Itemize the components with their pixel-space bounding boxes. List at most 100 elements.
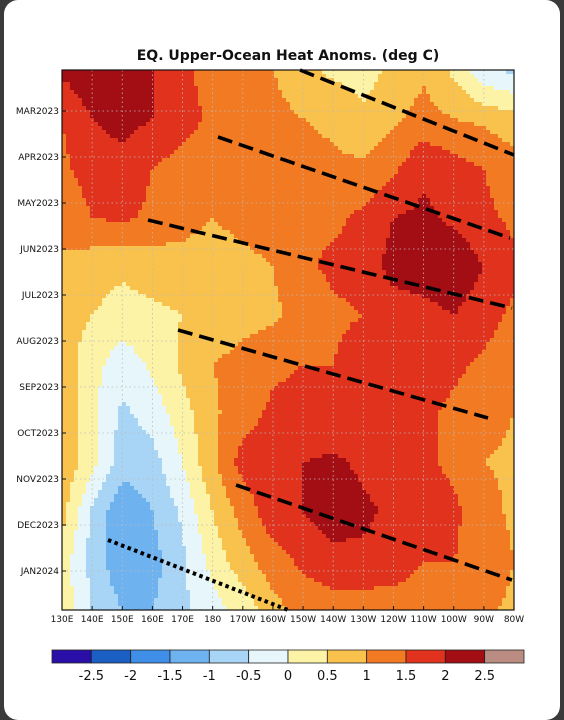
heat-cell (206, 234, 211, 239)
heat-cell (198, 238, 203, 243)
heat-cell (186, 110, 191, 115)
heat-cell (166, 122, 171, 127)
heat-cell (294, 78, 299, 83)
heat-cell (126, 158, 131, 163)
heat-cell (454, 126, 459, 131)
heat-cell (194, 74, 199, 79)
heat-cell (510, 94, 515, 99)
heat-cell (494, 218, 499, 223)
heat-cell (374, 174, 379, 179)
heat-cell (186, 86, 191, 91)
heat-cell (98, 234, 103, 239)
heat-cell (210, 174, 215, 179)
heat-cell (150, 182, 155, 187)
heat-cell (506, 194, 511, 199)
heat-cell (126, 238, 131, 243)
heat-cell (90, 102, 95, 107)
heat-cell (358, 86, 363, 91)
heat-cell (226, 126, 231, 131)
heat-cell (70, 114, 75, 119)
heat-cell (90, 126, 95, 131)
heat-cell (222, 166, 227, 171)
heat-cell (298, 222, 303, 227)
heat-cell (118, 150, 123, 155)
heat-cell (322, 238, 327, 243)
heat-cell (258, 230, 263, 235)
heat-cell (202, 162, 207, 167)
heat-cell (138, 158, 143, 163)
heat-cell (194, 82, 199, 87)
heat-cell (446, 202, 451, 207)
heat-cell (142, 90, 147, 95)
heat-cell (502, 194, 507, 199)
heat-cell (130, 234, 135, 239)
heat-cell (118, 238, 123, 243)
heat-cell (326, 222, 331, 227)
heat-cell (434, 234, 439, 239)
heat-cell (350, 154, 355, 159)
heat-cell (402, 82, 407, 87)
heat-cell (358, 122, 363, 127)
heat-cell (354, 106, 359, 111)
heat-cell (494, 70, 499, 75)
heat-cell (94, 174, 99, 179)
heat-cell (478, 142, 483, 147)
heat-cell (146, 226, 151, 231)
heat-cell (462, 230, 467, 235)
heat-cell (350, 118, 355, 123)
heat-cell (94, 214, 99, 219)
heat-cell (486, 110, 491, 115)
heat-cell (314, 106, 319, 111)
heat-cell (170, 194, 175, 199)
heat-cell (194, 178, 199, 183)
heat-cell (346, 214, 351, 219)
heat-cell (450, 202, 455, 207)
heat-cell (406, 134, 411, 139)
heat-cell (302, 234, 307, 239)
heat-cell (470, 126, 475, 131)
heat-cell (494, 142, 499, 147)
heat-cell (430, 218, 435, 223)
heat-cell (234, 142, 239, 147)
heat-cell (110, 70, 115, 75)
heat-cell (402, 222, 407, 227)
heat-cell (370, 170, 375, 175)
heat-cell (186, 142, 191, 147)
heat-cell (382, 242, 387, 247)
heat-cell (234, 82, 239, 87)
heat-cell (130, 194, 135, 199)
heat-cell (226, 166, 231, 171)
heat-cell (254, 238, 259, 243)
heat-cell (98, 126, 103, 131)
heat-cell (206, 202, 211, 207)
heat-cell (402, 142, 407, 147)
heat-cell (470, 206, 475, 211)
heat-cell (374, 82, 379, 87)
heat-cell (170, 98, 175, 103)
heat-cell (426, 90, 431, 95)
heat-cell (442, 170, 447, 175)
heat-cell (150, 206, 155, 211)
heat-cell (278, 170, 283, 175)
heat-cell (266, 106, 271, 111)
heat-cell (118, 82, 123, 87)
heat-cell (242, 106, 247, 111)
heat-cell (414, 78, 419, 83)
heat-cell (186, 214, 191, 219)
heat-cell (130, 162, 135, 167)
heat-cell (174, 242, 179, 247)
heat-cell (118, 138, 123, 143)
heat-cell (498, 206, 503, 211)
heat-cell (470, 122, 475, 127)
heat-cell (118, 74, 123, 79)
heat-cell (146, 170, 151, 175)
heat-cell (442, 78, 447, 83)
heat-cell (242, 90, 247, 95)
heat-cell (334, 106, 339, 111)
heat-cell (110, 230, 115, 235)
heat-cell (314, 210, 319, 215)
heat-cell (222, 118, 227, 123)
heat-cell (94, 206, 99, 211)
heat-cell (154, 130, 159, 135)
heat-cell (358, 234, 363, 239)
